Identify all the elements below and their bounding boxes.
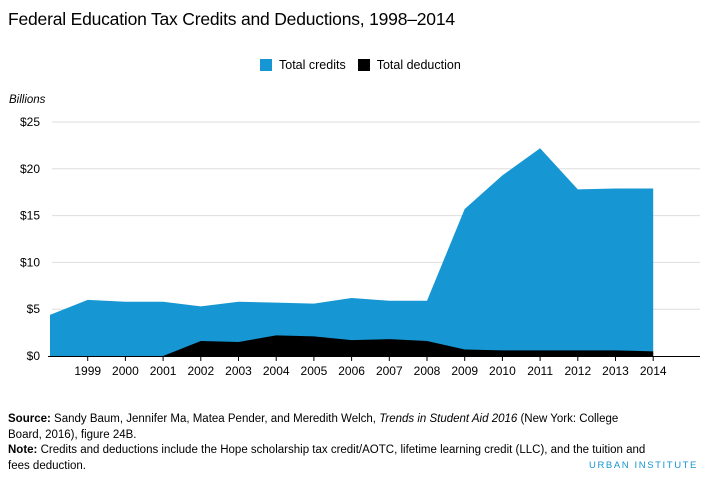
chart-title: Federal Education Tax Credits and Deduct… [8, 9, 455, 29]
source-line: Source: Sandy Baum, Jennifer Ma, Matea P… [8, 412, 648, 443]
legend-item-credits: Total credits [260, 58, 346, 72]
legend-swatch-credits [260, 59, 272, 71]
series-area-credits [50, 148, 654, 356]
note-label: Note: [8, 444, 38, 456]
y-tick-label-0: $0 [27, 349, 41, 363]
brand-logo-text: URBAN INSTITUTE [589, 460, 698, 471]
source-note: Source: Sandy Baum, Jennifer Ma, Matea P… [8, 412, 648, 474]
x-tick-label-2008: 2008 [414, 364, 441, 378]
x-tick-label-2002: 2002 [187, 364, 214, 378]
y-tick-label-4: $20 [20, 162, 40, 176]
legend-label-deduction: Total deduction [376, 58, 461, 72]
x-tick-label-2009: 2009 [451, 364, 478, 378]
x-tick-label-2010: 2010 [489, 364, 516, 378]
x-tick-label-2011: 2011 [527, 364, 553, 378]
y-tick-label-1: $5 [27, 302, 41, 316]
legend-label-credits: Total credits [279, 58, 346, 72]
x-tick-label-2000: 2000 [112, 364, 139, 378]
x-tick-label-2012: 2012 [564, 364, 591, 378]
series-area-deduction [50, 335, 654, 356]
y-tick-label-2: $10 [20, 255, 40, 269]
legend: Total credits Total deduction [260, 58, 473, 72]
source-text-before: Sandy Baum, Jennifer Ma, Matea Pender, a… [50, 413, 380, 425]
x-tick-label-2006: 2006 [338, 364, 365, 378]
note-line: Note: Credits and deductions include the… [8, 443, 648, 474]
source-text-after: (New York: College Board, 2016), figure … [8, 413, 619, 441]
y-axis-label: Billions [9, 94, 46, 106]
note-text: Credits and deductions include the Hope … [8, 444, 646, 472]
source-label: Source: [8, 413, 51, 425]
y-tick-label-3: $15 [20, 209, 40, 223]
x-tick-label-2014: 2014 [640, 364, 667, 378]
x-tick-label-2004: 2004 [263, 364, 290, 378]
legend-swatch-deduction [357, 59, 370, 71]
y-tick-label-5: $25 [20, 115, 40, 129]
x-tick-label-2001: 2001 [150, 364, 177, 378]
source-italic-title: Trends in Student Aid 2016 [379, 413, 518, 425]
x-tick-label-2007: 2007 [376, 364, 403, 378]
x-tick-label-2013: 2013 [602, 364, 629, 378]
legend-item-deduction: Total deduction [357, 58, 461, 72]
x-tick-label-2003: 2003 [225, 364, 252, 378]
x-tick-label-2005: 2005 [301, 364, 328, 378]
x-tick-label-1999: 1999 [74, 364, 101, 378]
